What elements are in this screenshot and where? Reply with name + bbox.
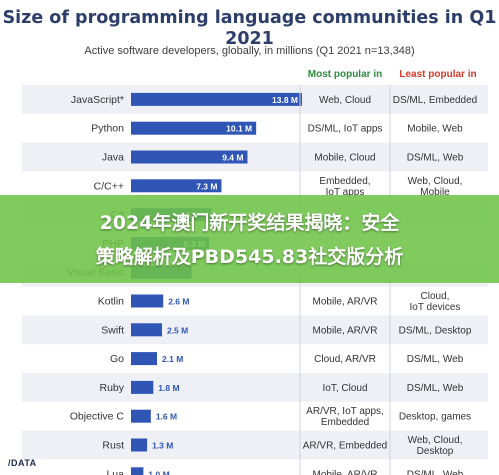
most-popular-cell: IoT, Cloud xyxy=(322,383,367,394)
row-band xyxy=(22,430,488,460)
least-popular-cell: Mobile xyxy=(420,187,450,198)
most-popular-cell: IoT apps xyxy=(326,187,365,198)
chart-subtitle: Active software developers, globally, in… xyxy=(84,45,415,57)
value-label: 1.0 M xyxy=(148,469,169,475)
least-popular-cell: Web, Cloud, xyxy=(408,435,463,446)
most-popular-cell: Mobile, Cloud xyxy=(314,153,375,164)
value-label: 1.3 M xyxy=(152,441,173,451)
bar xyxy=(131,323,162,337)
value-label: 7.3 M xyxy=(196,181,217,191)
bar xyxy=(131,409,151,423)
category-label: Lua xyxy=(106,468,124,475)
value-label: 1.6 M xyxy=(156,412,177,422)
most-popular-cell: Mobile, AR/VR xyxy=(312,297,377,308)
most-popular-cell: DS/ML, IoT apps xyxy=(308,124,383,135)
category-label: Go xyxy=(110,353,124,365)
bar xyxy=(131,380,154,394)
category-label: C/C++ xyxy=(94,180,124,192)
promo-banner xyxy=(0,195,499,283)
bar xyxy=(131,92,302,106)
value-label: 9.4 M xyxy=(222,153,243,163)
most-popular-header: Most popular in xyxy=(307,69,383,80)
category-label: Swift xyxy=(101,324,124,336)
most-popular-cell: Embedded xyxy=(321,417,369,428)
category-label: Python xyxy=(91,123,124,135)
banner-line-1: 2024年澳门新开奖结果揭晓：安全 xyxy=(99,212,400,234)
banner-line-2: 策略解析及PBD545.83社交版分析 xyxy=(95,246,404,268)
most-popular-cell: AR/VR, IoT apps, xyxy=(306,406,384,417)
bar xyxy=(131,352,158,366)
category-label: JavaScript* xyxy=(71,94,124,106)
bar xyxy=(131,179,222,193)
category-label: Ruby xyxy=(99,382,124,394)
row-band xyxy=(22,315,488,345)
least-popular-cell: DS/ML, Web xyxy=(407,354,464,365)
value-label: 1.8 M xyxy=(158,383,179,393)
least-popular-cell: DS/ML, Web xyxy=(407,383,464,394)
value-label: 10.1 M xyxy=(226,124,252,134)
bar xyxy=(131,467,144,475)
least-popular-cell: IoT devices xyxy=(410,302,461,313)
category-label: Java xyxy=(102,152,124,164)
value-label: 13.8 M xyxy=(272,95,298,105)
bar xyxy=(131,121,257,135)
least-popular-cell: DS/ML, Embedded xyxy=(393,95,478,106)
least-popular-cell: Desktop xyxy=(417,446,454,457)
least-popular-cell: DS/ML, Web xyxy=(407,469,464,475)
least-popular-cell: Desktop, games xyxy=(399,412,471,423)
most-popular-cell: AR/VR, Embedded xyxy=(303,441,388,452)
source-logo: /DATA xyxy=(8,458,37,468)
bar xyxy=(131,438,148,452)
category-label: Kotlin xyxy=(98,296,124,308)
bar xyxy=(131,294,164,308)
row-band xyxy=(22,373,488,402)
least-popular-cell: DS/ML, Web xyxy=(407,153,464,164)
row-band xyxy=(22,142,488,172)
most-popular-cell: Cloud, AR/VR xyxy=(314,354,376,365)
category-label: Objective C xyxy=(70,411,125,423)
category-label: Rust xyxy=(102,440,124,452)
value-label: 2.1 M xyxy=(162,354,183,364)
least-popular-cell: Mobile, Web xyxy=(407,124,463,135)
least-popular-header: Least popular in xyxy=(399,69,477,80)
most-popular-cell: Embedded, xyxy=(319,176,370,187)
most-popular-cell: Mobile, AR/VR xyxy=(312,469,377,475)
least-popular-cell: Cloud, xyxy=(421,291,450,302)
value-label: 2.5 M xyxy=(167,325,188,335)
chart-title: Size of programming language communities… xyxy=(2,8,497,49)
bar xyxy=(131,150,248,164)
most-popular-cell: Web, Cloud xyxy=(319,95,371,106)
least-popular-cell: Web, Cloud, xyxy=(408,176,463,187)
value-label: 2.6 M xyxy=(168,297,189,307)
most-popular-cell: Mobile, AR/VR xyxy=(312,325,377,336)
least-popular-cell: DS/ML, Desktop xyxy=(399,325,472,336)
